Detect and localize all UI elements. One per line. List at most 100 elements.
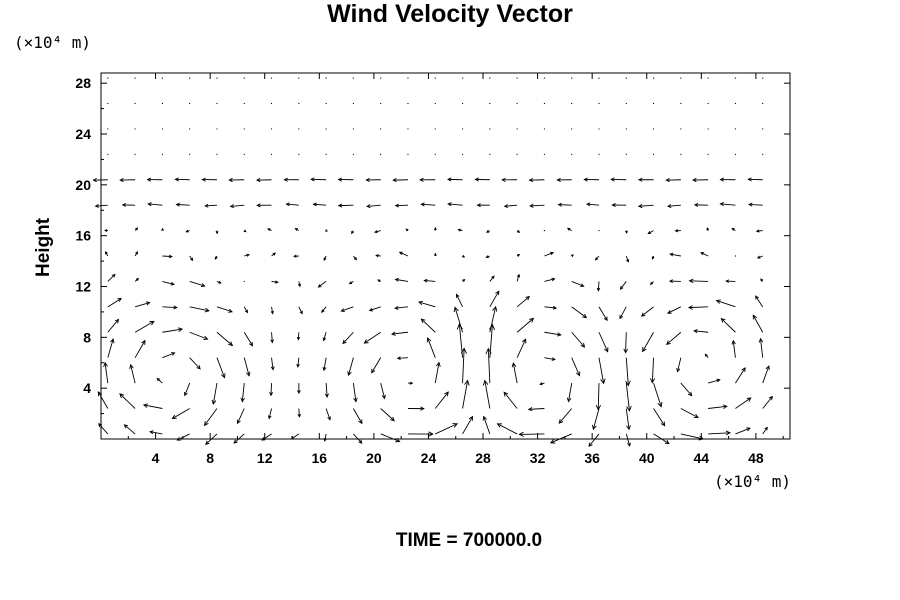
wind-vector xyxy=(244,253,250,257)
vector-dot xyxy=(407,77,409,79)
wind-vector xyxy=(503,204,518,208)
wind-vector xyxy=(129,363,136,384)
wind-vector xyxy=(719,202,736,207)
vector-dot xyxy=(625,77,627,79)
wind-vector xyxy=(762,395,773,409)
wind-vector xyxy=(347,357,354,377)
wind-vector xyxy=(380,382,386,400)
vector-dot xyxy=(516,128,518,130)
wind-vector xyxy=(189,280,206,288)
wind-vector xyxy=(325,408,331,421)
x-unit-label: (×10⁴ m) xyxy=(714,472,792,491)
wind-vector xyxy=(189,255,194,262)
wind-vector xyxy=(103,361,109,384)
wind-vector xyxy=(435,423,459,435)
wind-vector xyxy=(619,281,627,290)
vector-dot xyxy=(680,102,682,105)
vector-dot xyxy=(407,153,409,155)
vector-dot xyxy=(161,128,163,130)
vector-dot xyxy=(407,128,409,130)
wind-vector xyxy=(269,383,274,397)
wind-vector xyxy=(719,177,736,182)
wind-vector xyxy=(571,357,581,377)
wind-vector xyxy=(98,422,109,435)
wind-vector xyxy=(566,383,573,403)
wind-vector xyxy=(598,306,608,322)
wind-vector xyxy=(516,254,521,257)
wind-vector xyxy=(243,306,248,314)
vector-dot xyxy=(352,153,355,155)
y-tick-label: 16 xyxy=(75,228,91,244)
vector-dot xyxy=(434,102,436,105)
vector-dot xyxy=(707,128,709,130)
wind-vector xyxy=(240,383,245,403)
wind-vector xyxy=(380,433,401,443)
vector-field xyxy=(92,77,773,448)
wind-vector xyxy=(134,320,155,333)
wind-vector xyxy=(570,254,574,258)
wind-vector xyxy=(688,278,709,284)
wind-vector xyxy=(762,426,768,435)
wind-vector xyxy=(147,202,163,207)
wind-vector xyxy=(433,226,437,231)
wind-vector xyxy=(134,251,139,257)
wind-vector xyxy=(516,317,535,333)
wind-vector xyxy=(236,408,245,425)
wind-vector xyxy=(571,280,585,288)
wind-vector xyxy=(433,252,437,257)
vector-dot xyxy=(516,102,518,105)
wind-vector xyxy=(496,423,518,435)
vector-dot xyxy=(298,128,300,130)
wind-vector xyxy=(447,177,463,182)
wind-vector xyxy=(715,299,736,308)
wind-vector xyxy=(123,424,136,435)
vector-dot xyxy=(107,77,109,79)
wind-vector xyxy=(528,178,545,183)
wind-vector xyxy=(527,407,545,412)
wind-vector xyxy=(368,306,381,312)
wind-vector xyxy=(351,230,354,235)
wind-vector xyxy=(423,278,436,283)
vector-dot xyxy=(489,77,491,79)
wind-vector xyxy=(566,227,572,231)
wind-vector xyxy=(134,227,139,231)
wind-vector xyxy=(482,415,491,435)
vector-dot xyxy=(380,102,382,105)
vector-dot xyxy=(680,128,682,130)
wind-vector xyxy=(162,327,184,333)
wind-vector xyxy=(447,202,463,207)
vector-dot xyxy=(571,153,573,155)
wind-vector xyxy=(598,332,609,353)
wind-vector xyxy=(374,230,381,234)
wind-vector xyxy=(434,361,441,384)
wind-vector xyxy=(516,230,521,233)
vector-dot xyxy=(298,153,300,155)
wind-vector xyxy=(462,415,474,435)
wind-vector xyxy=(704,353,709,358)
wind-vector xyxy=(256,203,272,208)
wind-vector xyxy=(558,408,573,424)
wind-vector xyxy=(352,383,358,403)
wind-vector xyxy=(175,202,190,207)
x-tick-label: 12 xyxy=(257,450,273,466)
vector-dot xyxy=(489,128,491,130)
wind-vector xyxy=(693,329,709,334)
wind-vector xyxy=(503,391,518,409)
vector-dot xyxy=(134,128,136,130)
wind-vector xyxy=(201,177,217,182)
vector-dot xyxy=(298,77,300,79)
wind-vector xyxy=(267,408,272,420)
vector-dot xyxy=(189,77,191,79)
wind-vector xyxy=(735,367,746,384)
wind-vector xyxy=(322,332,327,342)
wind-vector xyxy=(583,177,599,182)
y-tick-label: 4 xyxy=(83,380,91,396)
wind-vector xyxy=(161,227,164,231)
wind-vector xyxy=(674,229,681,233)
wind-vector xyxy=(725,279,736,283)
wind-vector xyxy=(637,177,654,182)
vector-dot xyxy=(189,153,191,155)
wind-vector xyxy=(270,332,274,344)
wind-vector xyxy=(380,408,395,422)
wind-vector xyxy=(317,281,327,288)
